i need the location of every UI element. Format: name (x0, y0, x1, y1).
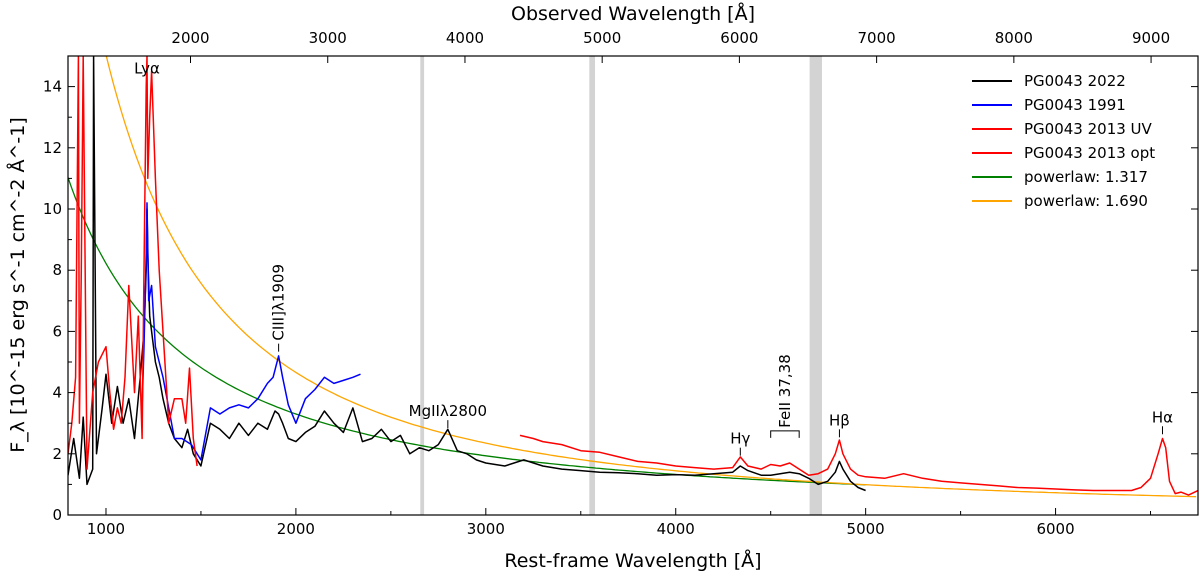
y-tick-label-4: 8 (52, 261, 62, 279)
grey-band-1 (589, 56, 596, 515)
y-tick-label-7: 14 (43, 78, 62, 96)
x-tick-label-0: 1000 (87, 520, 125, 538)
annotation-bracket-4 (770, 430, 800, 438)
axis-ticks: 1000 2000 3000 4000 5000 6000 2000 3000 4000 5000… (43, 29, 1198, 538)
x2-tick-label-6: 8000 (995, 29, 1033, 47)
y-tick-label-6: 12 (43, 139, 62, 157)
y-tick-label-0: 0 (52, 506, 62, 524)
annotation-label-6: Hα (1152, 408, 1173, 426)
y-axis-title: F_λ [10^-15 erg s^-1 cm^-2 Å^-1] (6, 117, 29, 453)
x-tick-label-3: 4000 (657, 520, 695, 538)
x2-tick-label-0: 2000 (171, 29, 209, 47)
annotation-label-0: Lyα (134, 59, 160, 77)
legend: PG0043 2022 PG0043 1991 PG0043 2013 UV PG00… (972, 72, 1155, 210)
spectra-series (68, 56, 1198, 498)
y-tick-label-5: 10 (43, 200, 62, 218)
annotation-label-4: FeII 37,38 (776, 354, 794, 428)
annotation-label-2: MgIIλ2800 (409, 402, 487, 420)
y-tick-label-2: 4 (52, 384, 62, 402)
plot-frame (67, 55, 1199, 516)
legend-label-5: powerlaw: 1.690 (1024, 192, 1148, 210)
x-tick-label-5: 6000 (1036, 520, 1074, 538)
powerlaw-line-1 (105, 56, 1197, 498)
annotation-label-5: Hβ (829, 411, 850, 429)
y-tick-label-3: 6 (52, 322, 62, 340)
x2-tick-label-1: 3000 (309, 29, 347, 47)
x2-axis-title: Observed Wavelength [Å] (511, 2, 755, 25)
x2-tick-label-2: 4000 (446, 29, 484, 47)
annotation-label-1: CIII]λ1909 (270, 264, 288, 341)
x-tick-label-4: 5000 (847, 520, 885, 538)
series-line-0 (68, 56, 866, 492)
legend-label-4: powerlaw: 1.317 (1024, 168, 1148, 186)
annotation-label-3: Hγ (730, 430, 750, 448)
x-tick-label-2: 3000 (467, 520, 505, 538)
series-line-2 (68, 56, 198, 470)
x2-tick-label-5: 7000 (858, 29, 896, 47)
x2-tick-label-7: 9000 (1132, 29, 1170, 47)
legend-label-2: PG0043 2013 UV (1024, 120, 1153, 138)
line-annotations: Lyα CIII]λ1909 MgIIλ2800 Hγ FeII 37,38 Hβ Hα (134, 59, 1173, 456)
series-line-3 (519, 434, 1198, 496)
x-tick-label-1: 2000 (277, 520, 315, 538)
x-axis-title: Rest-frame Wavelength [Å] (504, 549, 761, 572)
legend-label-3: PG0043 2013 opt (1024, 144, 1155, 162)
legend-label-0: PG0043 2022 (1024, 72, 1126, 90)
y-tick-label-1: 2 (52, 445, 62, 463)
grey-band-0 (420, 56, 425, 515)
x2-tick-label-4: 6000 (720, 29, 758, 47)
legend-label-1: PG0043 1991 (1024, 96, 1126, 114)
x2-tick-label-3: 5000 (583, 29, 621, 47)
excluded-wavelength-bands (420, 56, 822, 515)
series-line-1 (141, 202, 361, 461)
grey-band-2 (809, 56, 822, 515)
